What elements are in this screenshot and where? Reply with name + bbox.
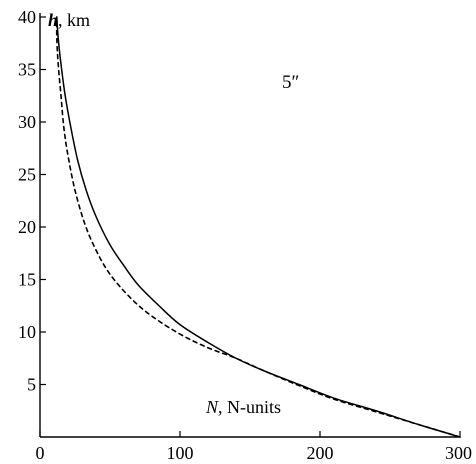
y-tick-label-25: 25: [18, 165, 36, 185]
y-axis-unit: , km: [58, 10, 90, 30]
y-tick-label-15: 15: [18, 270, 36, 290]
x-tick-label-0: 0: [36, 443, 45, 463]
series-line-solid: [56, 16, 461, 438]
angle-annotation: 5″: [282, 72, 299, 93]
y-tick-label-10: 10: [18, 322, 36, 342]
x-axis-variable: N: [205, 397, 219, 417]
y-tick-label-40: 40: [18, 7, 36, 27]
series-line-dashed: [55, 16, 461, 438]
y-tick-label-5: 5: [27, 375, 36, 395]
y-tick-label-35: 35: [18, 60, 36, 80]
x-axis-unit: , N-units: [218, 397, 281, 417]
y-tick-label-30: 30: [18, 112, 36, 132]
x-tick-label-300: 300: [445, 443, 472, 463]
x-tick-label-100: 100: [167, 443, 194, 463]
y-axis-variable: h: [48, 10, 58, 30]
x-axis-title: N, N-units: [205, 397, 281, 417]
y-tick-label-20: 20: [18, 217, 36, 237]
plot-area: 0 100 200 300 5 10 15 20 25 30 35 40: [18, 7, 472, 463]
x-tick-label-200: 200: [307, 443, 334, 463]
y-axis-title: h, km: [48, 10, 90, 30]
